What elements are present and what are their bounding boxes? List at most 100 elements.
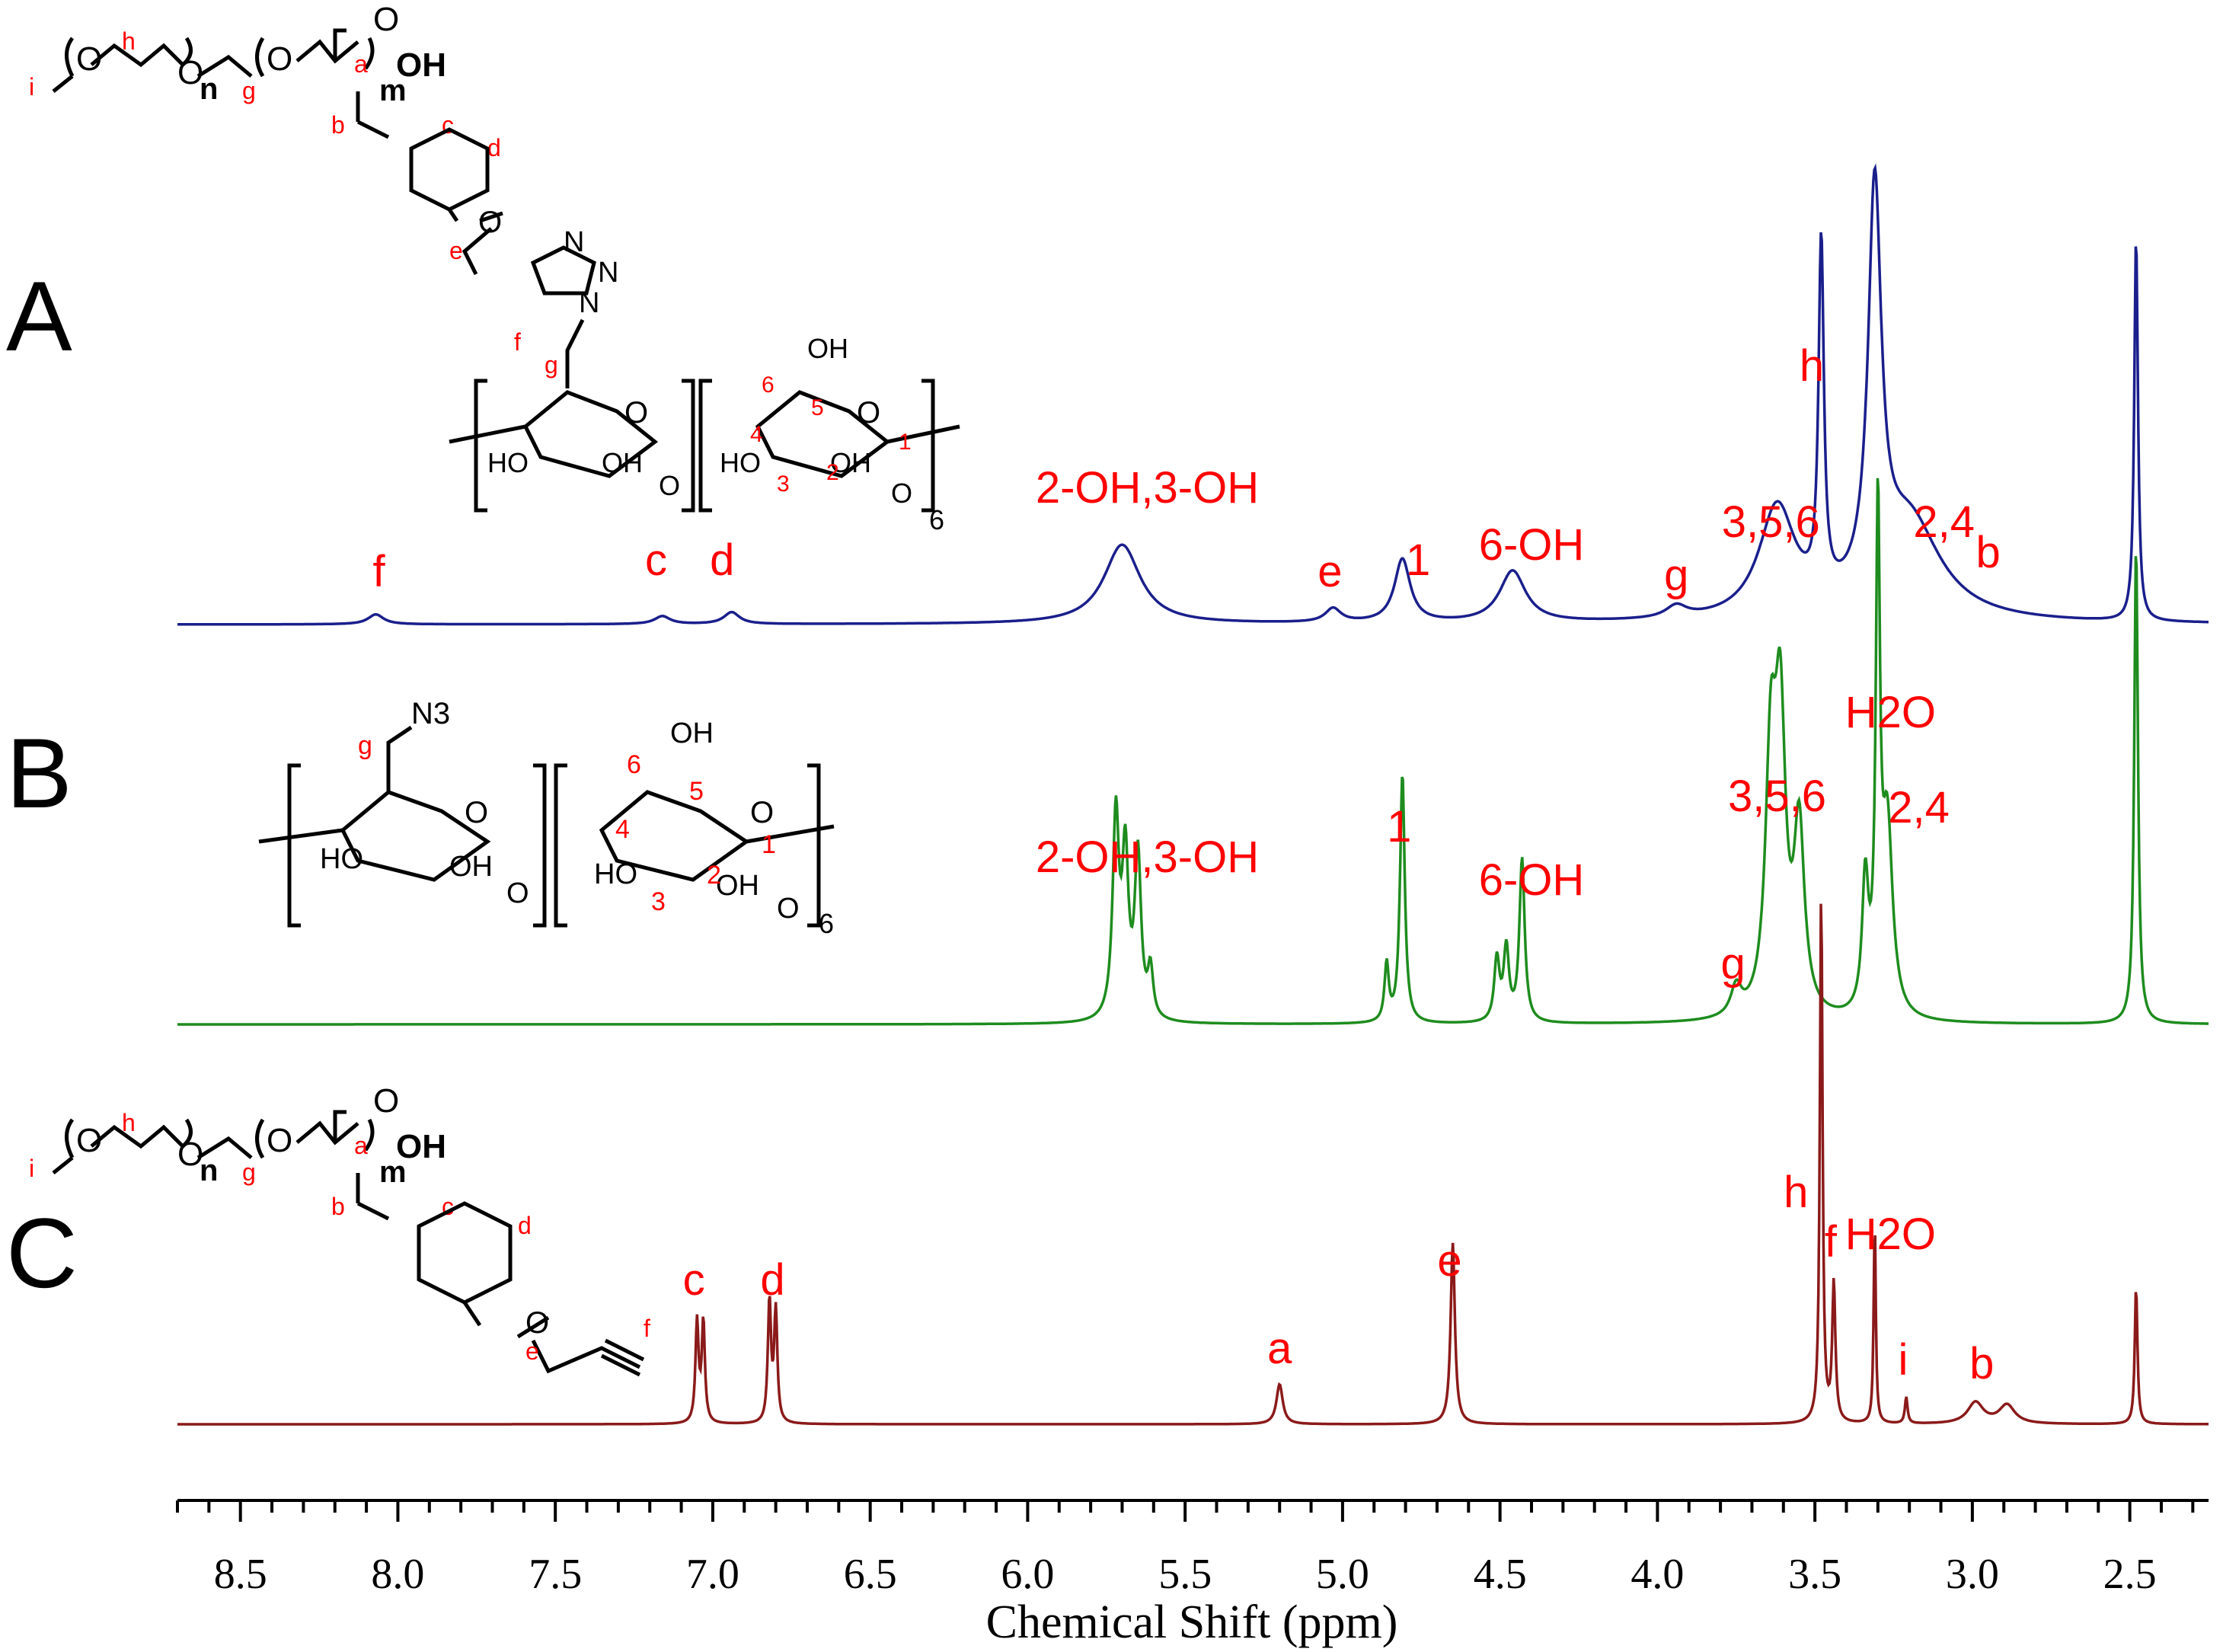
peak-label: 3,5,6 [1728,772,1826,821]
x-axis-title: Chemical Shift (ppm) [986,1596,1398,1648]
x-tick-label: 5.0 [1316,1551,1369,1598]
peak-label: c [645,535,667,585]
svg-text:6: 6 [929,504,944,535]
svg-text:f: f [644,1315,650,1342]
svg-text:a: a [354,1132,368,1159]
svg-text:O: O [465,796,488,829]
peak-label: 2-OH,3-OH [1036,832,1259,882]
svg-text:O: O [777,893,800,925]
peak-label: H2O [1845,1209,1936,1259]
svg-text:O: O [525,1306,549,1340]
svg-text:OH: OH [670,717,714,749]
peak-label: i [1898,1335,1908,1385]
svg-text:h: h [122,1109,136,1136]
svg-text:2: 2 [826,460,839,485]
x-tick-label: 6.5 [844,1551,897,1598]
svg-text:O: O [76,40,102,78]
svg-text:HO: HO [320,843,363,875]
svg-text:d: d [518,1212,532,1239]
svg-text:2: 2 [707,861,721,890]
x-tick-label: 8.5 [214,1551,267,1598]
svg-text:f: f [514,328,521,356]
svg-text:OH: OH [449,851,493,883]
peak-label: 1 [1406,535,1430,585]
svg-text:O: O [506,877,529,909]
peak-label: f [373,547,386,596]
peak-label: 3,5,6 [1722,497,1820,547]
x-tick-label: 6.0 [1001,1551,1054,1598]
peak-label: 1 [1387,802,1411,852]
peak-label: 6-OH [1479,855,1585,905]
svg-text:HO: HO [720,447,761,478]
svg-text:O: O [177,1136,203,1173]
svg-text:N: N [564,226,584,258]
svg-text:m: m [379,1155,407,1189]
svg-text:O: O [478,206,502,239]
peak-label: 6-OH [1479,520,1585,570]
svg-text:g: g [358,731,372,760]
svg-text:3: 3 [651,887,666,916]
svg-text:n: n [200,72,218,106]
svg-text:n: n [200,1154,218,1187]
peak-label: e [1437,1236,1461,1286]
svg-text:i: i [29,73,34,101]
svg-text:g: g [545,351,558,379]
x-tick-label: 7.5 [529,1551,582,1598]
svg-text:O: O [373,1,399,38]
panel-letter-a: A [6,260,72,372]
svg-text:6: 6 [819,908,834,939]
svg-text:OH: OH [830,447,871,478]
svg-text:O: O [267,40,292,78]
svg-text:OH: OH [396,46,446,84]
svg-text:HO: HO [594,858,637,890]
x-tick-label: 4.0 [1631,1551,1684,1598]
svg-text:g: g [242,77,256,104]
svg-text:O: O [891,478,912,509]
spectrum-trace-a [177,163,2209,626]
x-tick-label: 4.5 [1474,1551,1527,1598]
svg-text:O: O [267,1122,292,1159]
svg-text:b: b [331,1193,345,1220]
peak-labels-group: f c d2-OH,3-OHe 1 6-OHg3,5,6h2,4b2-OH,3-OH16… [373,341,2001,1388]
svg-text:O: O [624,396,648,430]
svg-text:e: e [449,237,463,264]
peak-label: a [1267,1324,1292,1373]
svg-text:3: 3 [777,471,790,497]
svg-text:N: N [579,287,599,319]
peak-label: e [1318,547,1342,596]
x-tick-label: 7.0 [686,1551,739,1598]
x-axis: 8.5 8.0 7.5 7.0 6.5 6.0 5.5 5.0 4.5 4.0 3.5 3.0 2.5 [176,1499,2209,1598]
svg-text:OH: OH [602,447,643,478]
structure-a: O O O O OH n m i h g a b c d O e N N N f… [29,1,960,535]
svg-text:4: 4 [615,815,630,844]
svg-text:e: e [525,1337,539,1365]
svg-text:O: O [659,470,680,501]
peak-label: f [1825,1217,1838,1267]
svg-text:OH: OH [807,333,848,364]
svg-text:c: c [442,1193,454,1220]
peak-label: g [1664,551,1688,600]
x-tick-label: 2.5 [2103,1551,2157,1598]
peak-label: b [1969,1339,1994,1388]
spectrum-trace-c [177,903,2209,1426]
svg-text:5: 5 [689,777,704,806]
svg-text:a: a [354,50,368,78]
svg-text:i: i [29,1155,34,1182]
svg-text:N3: N3 [411,697,450,730]
peak-label: b [1975,528,2000,577]
peak-label: d [760,1255,784,1305]
peak-label: c [683,1255,705,1305]
svg-text:b: b [331,111,345,139]
svg-text:1: 1 [899,430,912,455]
x-tick-label: 3.5 [1788,1551,1841,1598]
svg-text:m: m [379,74,407,107]
svg-text:OH: OH [716,870,759,902]
spectrum-trace-b [177,478,2209,1026]
structure-c: O O O O OH n m i h g a b c d O e f [29,1082,650,1377]
svg-text:O: O [750,796,774,829]
svg-text:1: 1 [762,830,776,859]
svg-text:OH: OH [396,1128,446,1165]
peak-label: h [1784,1168,1808,1217]
panel-letter-b: B [6,717,72,829]
x-tick-label: 5.5 [1158,1551,1212,1598]
